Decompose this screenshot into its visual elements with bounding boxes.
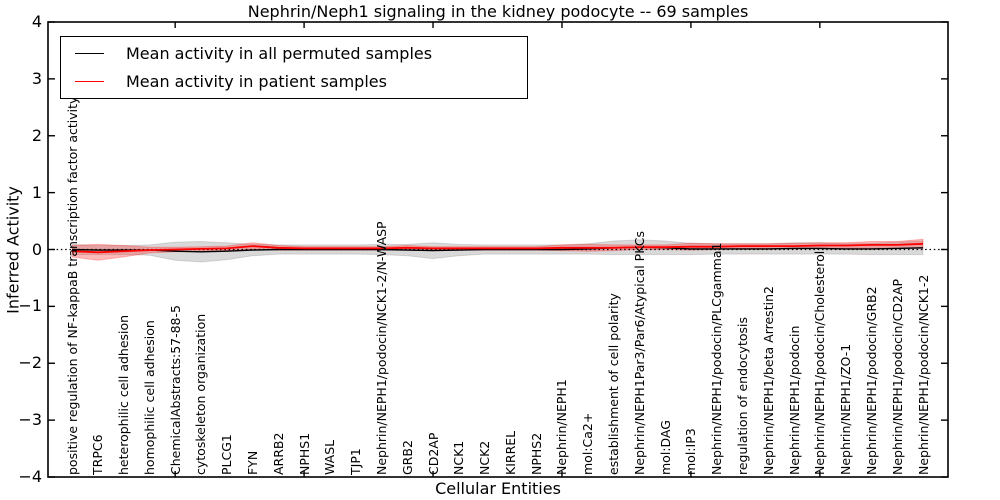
x-category-label: WASL bbox=[322, 439, 338, 475]
legend: Mean activity in all permuted samples Me… bbox=[60, 36, 528, 99]
x-category-label: NPHS2 bbox=[528, 432, 544, 475]
x-category-label: NPHS1 bbox=[296, 432, 312, 475]
y-tick-label: −3 bbox=[18, 410, 42, 430]
x-category-label: NCK1 bbox=[451, 440, 467, 475]
x-category-label: Nephrin/NEPH1/podocin/GRB2 bbox=[863, 286, 879, 475]
x-category-label: Nephrin/NEPH1 bbox=[554, 379, 570, 475]
x-category-label: Nephrin/NEPH1/podocin/NCK1-2/N-WASP bbox=[373, 221, 389, 475]
x-category-label: Nephrin/NEPH1Par3/Par6/Atypical PKCs bbox=[631, 231, 647, 475]
x-category-label: cytoskeleton organization bbox=[193, 313, 209, 475]
x-category-label: Nephrin/NEPH1/podocin/Cholesterol bbox=[812, 250, 828, 475]
x-category-label: GRB2 bbox=[399, 440, 415, 475]
x-category-label: Nephrin/NEPH1/podocin/PLCgamma1 bbox=[709, 242, 725, 475]
legend-item-patient: Mean activity in patient samples bbox=[75, 72, 527, 91]
x-category-label: Nephrin/NEPH1/podocin/NCK1-2 bbox=[915, 274, 931, 475]
legend-line-sample-red bbox=[75, 80, 104, 82]
x-category-label: TJP1 bbox=[348, 448, 364, 475]
legend-line-sample-black bbox=[75, 53, 104, 55]
legend-item-permuted: Mean activity in all permuted samples bbox=[75, 44, 527, 63]
x-category-label: CD2AP bbox=[425, 432, 441, 475]
permuted-mean-line bbox=[71, 246, 924, 253]
x-category-label: mol:DAG bbox=[657, 420, 673, 475]
y-tick-label: −4 bbox=[18, 467, 42, 486]
x-category-label: PLCG1 bbox=[219, 434, 235, 475]
y-tick-label: −2 bbox=[18, 353, 42, 373]
x-category-label: ChemicalAbstracts:57-88-5 bbox=[167, 305, 183, 475]
x-category-label: heterophilic cell adhesion bbox=[116, 314, 132, 475]
x-category-label: FYN bbox=[245, 450, 260, 475]
x-category-label: mol:Ca2+ bbox=[580, 412, 596, 475]
patient-mean-line bbox=[71, 242, 924, 254]
x-category-label: mol:IP3 bbox=[683, 428, 699, 475]
x-category-label: homophilic cell adhesion bbox=[141, 320, 157, 475]
y-tick-label: 1 bbox=[31, 182, 42, 202]
legend-label: Mean activity in all permuted samples bbox=[126, 44, 433, 64]
permuted-band bbox=[71, 239, 924, 263]
x-category-label: Nephrin/NEPH1/beta Arrestin2 bbox=[760, 286, 776, 475]
y-tick-label: 3 bbox=[31, 68, 42, 88]
x-category-label: NCK2 bbox=[477, 440, 493, 475]
chart-title: Nephrin/Neph1 signaling in the kidney po… bbox=[247, 2, 749, 21]
x-category-label: Nephrin/NEPH1/podocin/CD2AP bbox=[889, 278, 905, 475]
x-category-label: TRPC6 bbox=[90, 434, 106, 475]
x-category-label: Nephrin/NEPH1/ZO-1 bbox=[838, 343, 854, 475]
x-axis-label: Cellular Entities bbox=[435, 479, 561, 498]
y-tick-label: 4 bbox=[31, 12, 42, 31]
y-tick-label: −1 bbox=[18, 296, 42, 316]
y-tick-label: 0 bbox=[31, 239, 42, 259]
y-tick-label: 2 bbox=[31, 125, 42, 145]
legend-label: Mean activity in patient samples bbox=[126, 71, 387, 91]
x-category-label: Nephrin/NEPH1/podocin bbox=[786, 325, 802, 475]
x-category-label: regulation of endocytosis bbox=[734, 317, 750, 475]
x-category-label: ARRB2 bbox=[270, 432, 286, 475]
x-category-label: KIRREL bbox=[502, 430, 518, 475]
x-category-label: positive regulation of NF-kappaB transcr… bbox=[64, 96, 80, 475]
x-category-label: establishment of cell polarity bbox=[606, 293, 622, 475]
